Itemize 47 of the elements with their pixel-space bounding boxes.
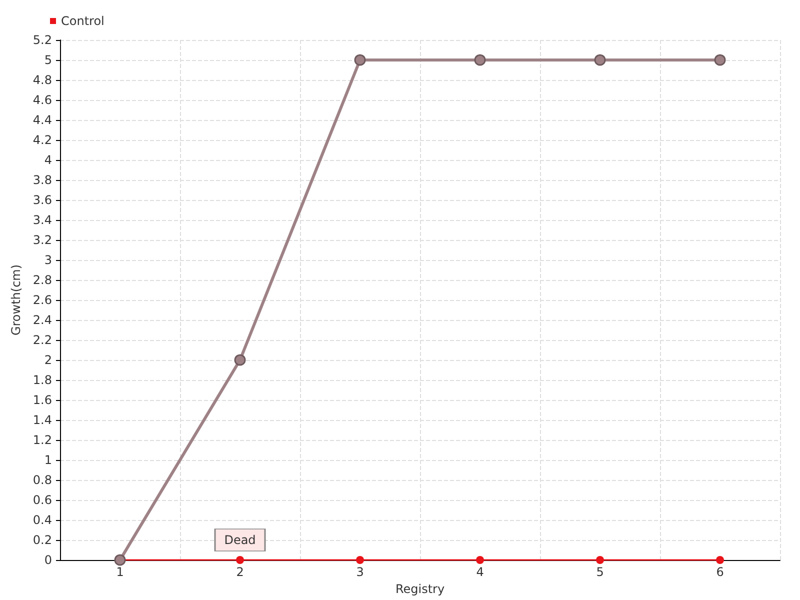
y-tick-label: 0: [44, 553, 52, 567]
x-axis-title: Registry: [395, 582, 445, 596]
point: [596, 556, 604, 564]
point: [476, 556, 484, 564]
x-tick-label: 2: [236, 565, 244, 579]
y-tick-label: 4.2: [32, 133, 52, 147]
y-tick-label: 4: [44, 153, 52, 167]
point: [716, 556, 724, 564]
y-tick-label: 4.4: [32, 113, 52, 127]
y-tick-label: 1.4: [32, 413, 52, 427]
y-tick-label: 3.6: [32, 193, 52, 207]
y-tick-label: 1.6: [32, 393, 52, 407]
y-tick-label: 5.2: [32, 33, 52, 47]
y-tick-label: 2.6: [32, 293, 52, 307]
y-tick-label: 3.8: [32, 173, 52, 187]
point: [594, 54, 606, 66]
y-tick-label: 2.8: [32, 273, 52, 287]
y-tick-label: 5: [44, 53, 52, 67]
y-tick-label: 0.6: [32, 493, 52, 507]
y-tick-label: 1: [44, 453, 52, 467]
y-tick-label: 0.2: [32, 533, 52, 547]
y-tick-label: 3.2: [32, 233, 52, 247]
point: [356, 556, 364, 564]
y-tick-label: 4.8: [32, 73, 52, 87]
y-tick-label: 1.8: [32, 373, 52, 387]
y-tick-label: 3: [44, 253, 52, 267]
y-tick-label: 2: [44, 353, 52, 367]
x-tick-label: 5: [596, 565, 604, 579]
point: [354, 54, 366, 66]
x-tick-label: 4: [476, 565, 484, 579]
x-tick-label: 1: [116, 565, 124, 579]
y-tick-label: 4.6: [32, 93, 52, 107]
point: [714, 54, 726, 66]
point: [236, 556, 244, 564]
y-tick-label: 2.4: [32, 313, 52, 327]
y-tick-label: 1.2: [32, 433, 52, 447]
y-tick-label: 0.8: [32, 473, 52, 487]
annotation: Dead: [224, 533, 256, 547]
point: [234, 354, 246, 366]
x-tick-label: 6: [716, 565, 724, 579]
y-tick-label: 3.4: [32, 213, 52, 227]
y-axis-title: Growth(cm): [9, 264, 24, 336]
point: [474, 54, 486, 66]
x-tick-label: 3: [356, 565, 364, 579]
y-tick-label: 2.2: [32, 333, 52, 347]
y-tick-label: 0.4: [32, 513, 52, 527]
legend-label: Control: [61, 14, 104, 28]
